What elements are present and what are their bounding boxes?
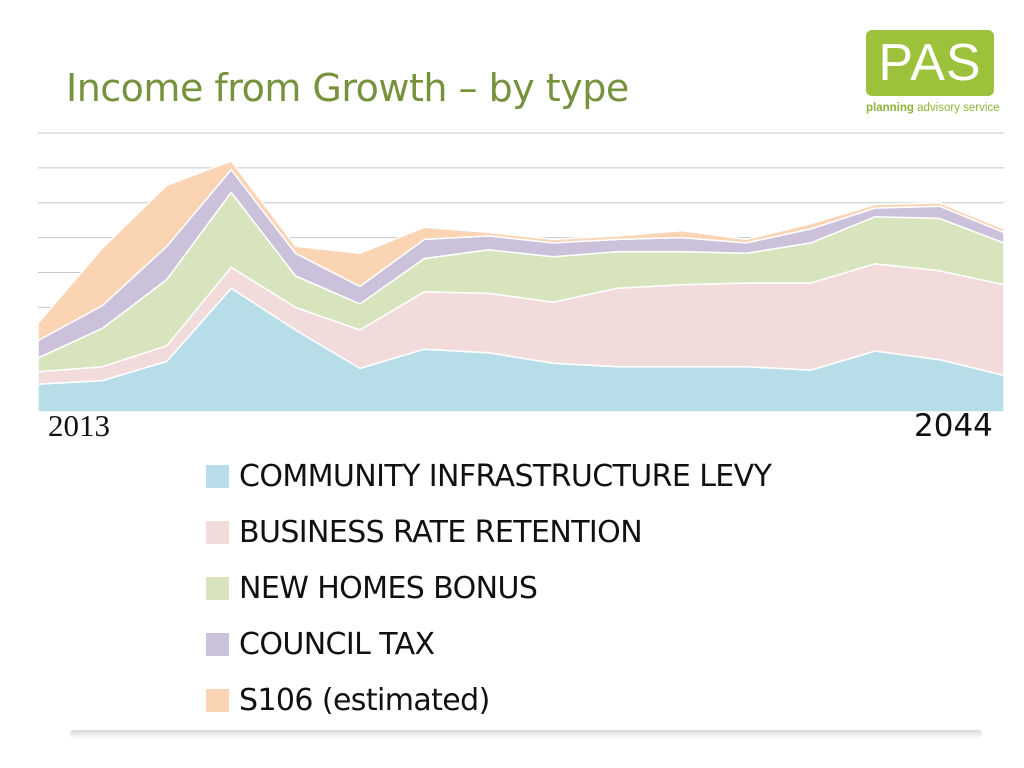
pas-logo: PAS (866, 30, 994, 96)
legend-swatch (206, 632, 229, 656)
x-end-label: 2044 (914, 408, 993, 444)
legend-label: NEW HOMES BONUS (239, 570, 538, 606)
stacked-area-chart (37, 132, 1005, 413)
slide-title: Income from Growth – by type (66, 66, 629, 110)
legend-label: S106 (estimated) (239, 682, 490, 718)
logo-text: PAS (878, 34, 982, 92)
legend-label: COUNCIL TAX (239, 626, 435, 662)
logo-subtitle-rest: advisory service (917, 102, 1000, 114)
footer-shadow (70, 730, 982, 739)
legend-item: COMMUNITY INFRASTRUCTURE LEVY (206, 448, 772, 504)
logo-subtitle: planning advisory service (866, 102, 1006, 114)
area-s106-estimated (37, 160, 1005, 342)
legend-swatch (206, 688, 229, 712)
legend-item: BUSINESS RATE RETENTION (206, 504, 771, 560)
x-start-label: 2013 (48, 408, 110, 443)
legend-swatch (206, 576, 229, 600)
logo-subtitle-bold: planning (866, 102, 914, 114)
chart-legend: COMMUNITY INFRASTRUCTURE LEVY BUSINESS RA… (206, 448, 772, 728)
legend-label: COMMUNITY INFRASTRUCTURE LEVY (239, 458, 772, 494)
legend-swatch (206, 520, 229, 544)
logo-box: PAS (866, 30, 994, 96)
legend-label: BUSINESS RATE RETENTION (239, 514, 643, 550)
legend-item: S106 (estimated) (206, 672, 771, 728)
legend-swatch (206, 464, 229, 488)
area-series (37, 160, 1005, 413)
legend-item: COUNCIL TAX (206, 616, 771, 672)
legend-item: NEW HOMES BONUS (206, 560, 771, 616)
